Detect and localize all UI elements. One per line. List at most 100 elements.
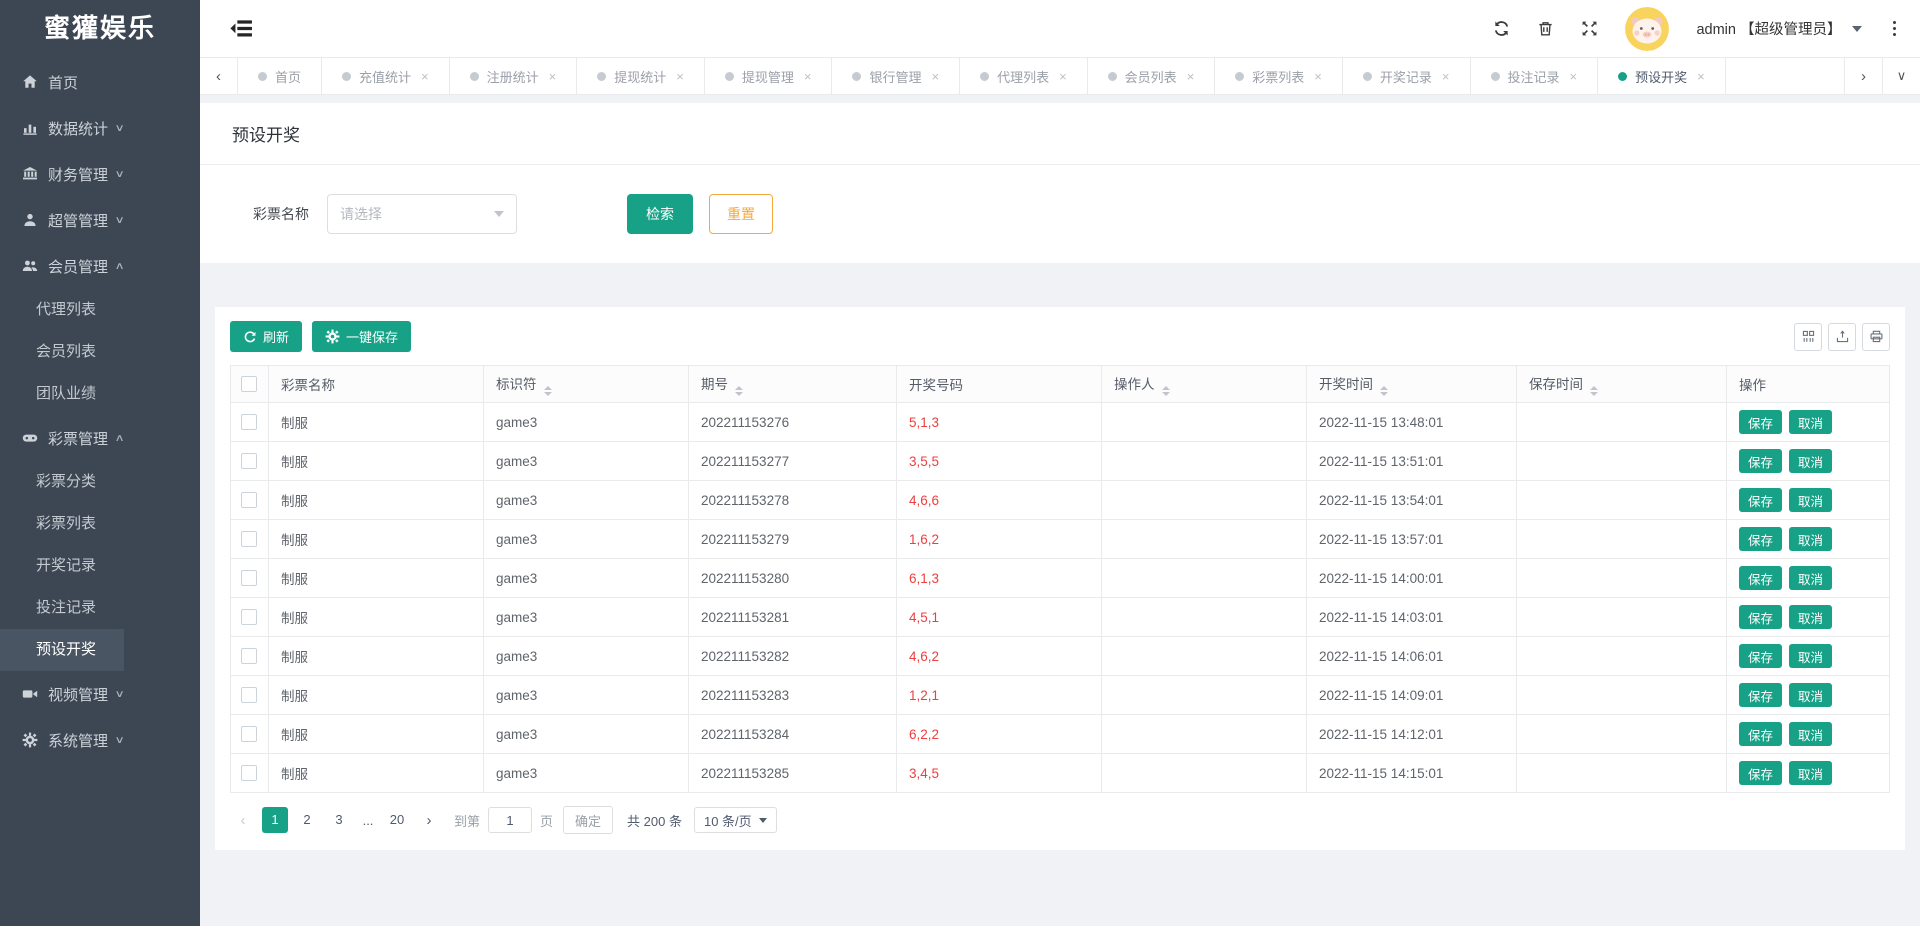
refresh-button[interactable]: 刷新 (230, 321, 303, 352)
sort-icon[interactable] (1590, 385, 1598, 396)
row-checkbox[interactable] (241, 531, 257, 548)
save-button[interactable]: 保存 (1739, 644, 1783, 668)
row-checkbox[interactable] (241, 414, 257, 431)
sidebar-item[interactable]: 系统管理 ∨ (0, 717, 200, 763)
cancel-button[interactable]: 取消 (1789, 527, 1833, 551)
tab[interactable]: 首页 (238, 58, 323, 94)
tabs-scroll-right-icon[interactable]: › (1844, 58, 1882, 94)
cancel-button[interactable]: 取消 (1789, 410, 1833, 434)
save-button[interactable]: 保存 (1739, 566, 1783, 590)
column-header[interactable]: 开奖号码 (896, 365, 1102, 403)
sidebar-subitem[interactable]: 团队业绩 (0, 373, 124, 415)
row-checkbox[interactable] (241, 570, 257, 587)
tab-close-icon[interactable]: × (676, 68, 684, 84)
sort-icon[interactable] (1161, 385, 1170, 396)
cancel-button[interactable]: 取消 (1789, 683, 1833, 707)
column-header[interactable]: 开奖时间 (1306, 365, 1517, 403)
tab-close-icon[interactable]: × (548, 68, 557, 84)
save-button[interactable]: 保存 (1739, 527, 1783, 551)
row-checkbox[interactable] (241, 453, 257, 470)
sidebar-subitem[interactable]: 会员列表 (0, 331, 124, 373)
page-number[interactable]: 1 (262, 807, 288, 833)
cancel-button[interactable]: 取消 (1789, 605, 1833, 629)
sort-icon[interactable] (543, 385, 552, 396)
sidebar-item[interactable]: 彩票管理 ∧ (0, 415, 200, 461)
tab[interactable]: 投注记录 × (1471, 58, 1599, 94)
cancel-button[interactable]: 取消 (1789, 566, 1833, 590)
save-button[interactable]: 保存 (1739, 410, 1783, 434)
row-checkbox[interactable] (241, 687, 257, 704)
tab[interactable]: 提现管理 × (705, 58, 833, 94)
page-number[interactable]: 20 (389, 812, 405, 827)
tabs-dropdown-icon[interactable]: ∨ (1882, 58, 1920, 94)
cancel-button[interactable]: 取消 (1789, 722, 1833, 746)
tab-close-icon[interactable]: × (931, 68, 940, 84)
tab[interactable]: 开奖记录 × (1343, 58, 1471, 94)
sidebar-subitem[interactable]: 代理列表 (0, 289, 124, 331)
next-page-icon[interactable]: › (426, 811, 432, 829)
columns-icon[interactable] (1794, 322, 1822, 351)
trash-icon[interactable] (1537, 20, 1554, 37)
tab-close-icon[interactable]: × (1186, 68, 1195, 84)
refresh-icon[interactable] (1493, 20, 1510, 37)
print-icon[interactable] (1862, 322, 1890, 351)
page-number[interactable]: 2 (303, 812, 311, 827)
select-all-checkbox[interactable] (241, 376, 257, 393)
user-avatar[interactable] (1625, 6, 1670, 51)
cancel-button[interactable]: 取消 (1789, 761, 1833, 785)
save-button[interactable]: 保存 (1739, 449, 1783, 473)
cancel-button[interactable]: 取消 (1789, 644, 1833, 668)
tab-close-icon[interactable]: × (1059, 68, 1067, 84)
page-size-select[interactable]: 10 条/页 (693, 807, 777, 833)
prev-page-icon[interactable]: ‹ (240, 811, 246, 829)
tab-close-icon[interactable]: × (421, 68, 429, 84)
more-icon[interactable] (1889, 16, 1901, 41)
column-header[interactable]: 彩票名称 (268, 365, 484, 403)
column-header[interactable]: 操作人 (1101, 365, 1307, 403)
save-button[interactable]: 保存 (1739, 683, 1783, 707)
column-header[interactable]: 期号 (688, 365, 897, 403)
tab[interactable]: 会员列表 × (1088, 58, 1216, 94)
search-button[interactable]: 检索 (627, 194, 693, 234)
sidebar-item[interactable]: 首页 (0, 59, 200, 105)
save-button[interactable]: 保存 (1739, 488, 1783, 512)
tab[interactable]: 注册统计 × (450, 58, 578, 94)
tab-close-icon[interactable]: × (1569, 68, 1578, 84)
column-header[interactable]: 保存时间 (1516, 365, 1727, 403)
page-number[interactable]: 3 (335, 812, 343, 827)
tab-close-icon[interactable]: × (1697, 68, 1705, 84)
user-menu[interactable]: admin 【超级管理员】 (1696, 18, 1862, 39)
sidebar-item[interactable]: 超管管理 ∨ (0, 197, 200, 243)
save-button[interactable]: 保存 (1739, 761, 1783, 785)
tab-close-icon[interactable]: × (803, 68, 812, 84)
sidebar-item[interactable]: 财务管理 ∨ (0, 151, 200, 197)
goto-confirm-button[interactable]: 确定 (563, 806, 614, 834)
row-checkbox[interactable] (241, 765, 257, 782)
sidebar-subitem[interactable]: 开奖记录 (0, 545, 124, 587)
tab[interactable]: 彩票列表 × (1215, 58, 1343, 94)
column-header[interactable]: 操作 (1726, 365, 1890, 403)
fullscreen-icon[interactable] (1581, 20, 1598, 37)
sidebar-subitem[interactable]: 投注记录 (0, 587, 124, 629)
save-button[interactable]: 保存 (1739, 722, 1783, 746)
sidebar-item[interactable]: 数据统计 ∨ (0, 105, 200, 151)
tab[interactable]: 充值统计 × (322, 58, 450, 94)
sort-icon[interactable] (735, 385, 743, 396)
menu-fold-icon[interactable] (230, 19, 253, 38)
sidebar-subitem[interactable]: 预设开奖 (0, 629, 125, 671)
row-checkbox[interactable] (241, 726, 257, 743)
row-checkbox[interactable] (241, 492, 257, 509)
tabs-scroll-left-icon[interactable]: ‹ (200, 58, 238, 94)
tab[interactable]: 代理列表 × (960, 58, 1088, 94)
sidebar-item[interactable]: 会员管理 ∧ (0, 243, 200, 289)
save-button[interactable]: 保存 (1739, 605, 1783, 629)
tab[interactable]: 提现统计 × (577, 58, 705, 94)
sort-icon[interactable] (1380, 385, 1388, 396)
save-all-button[interactable]: 一键保存 (312, 321, 412, 352)
tab[interactable]: 预设开奖 × (1598, 58, 1726, 94)
export-icon[interactable] (1828, 322, 1856, 351)
cancel-button[interactable]: 取消 (1789, 488, 1833, 512)
reset-button[interactable]: 重置 (709, 194, 773, 234)
row-checkbox[interactable] (241, 648, 257, 665)
sidebar-item[interactable]: 视频管理 ∨ (0, 671, 200, 717)
